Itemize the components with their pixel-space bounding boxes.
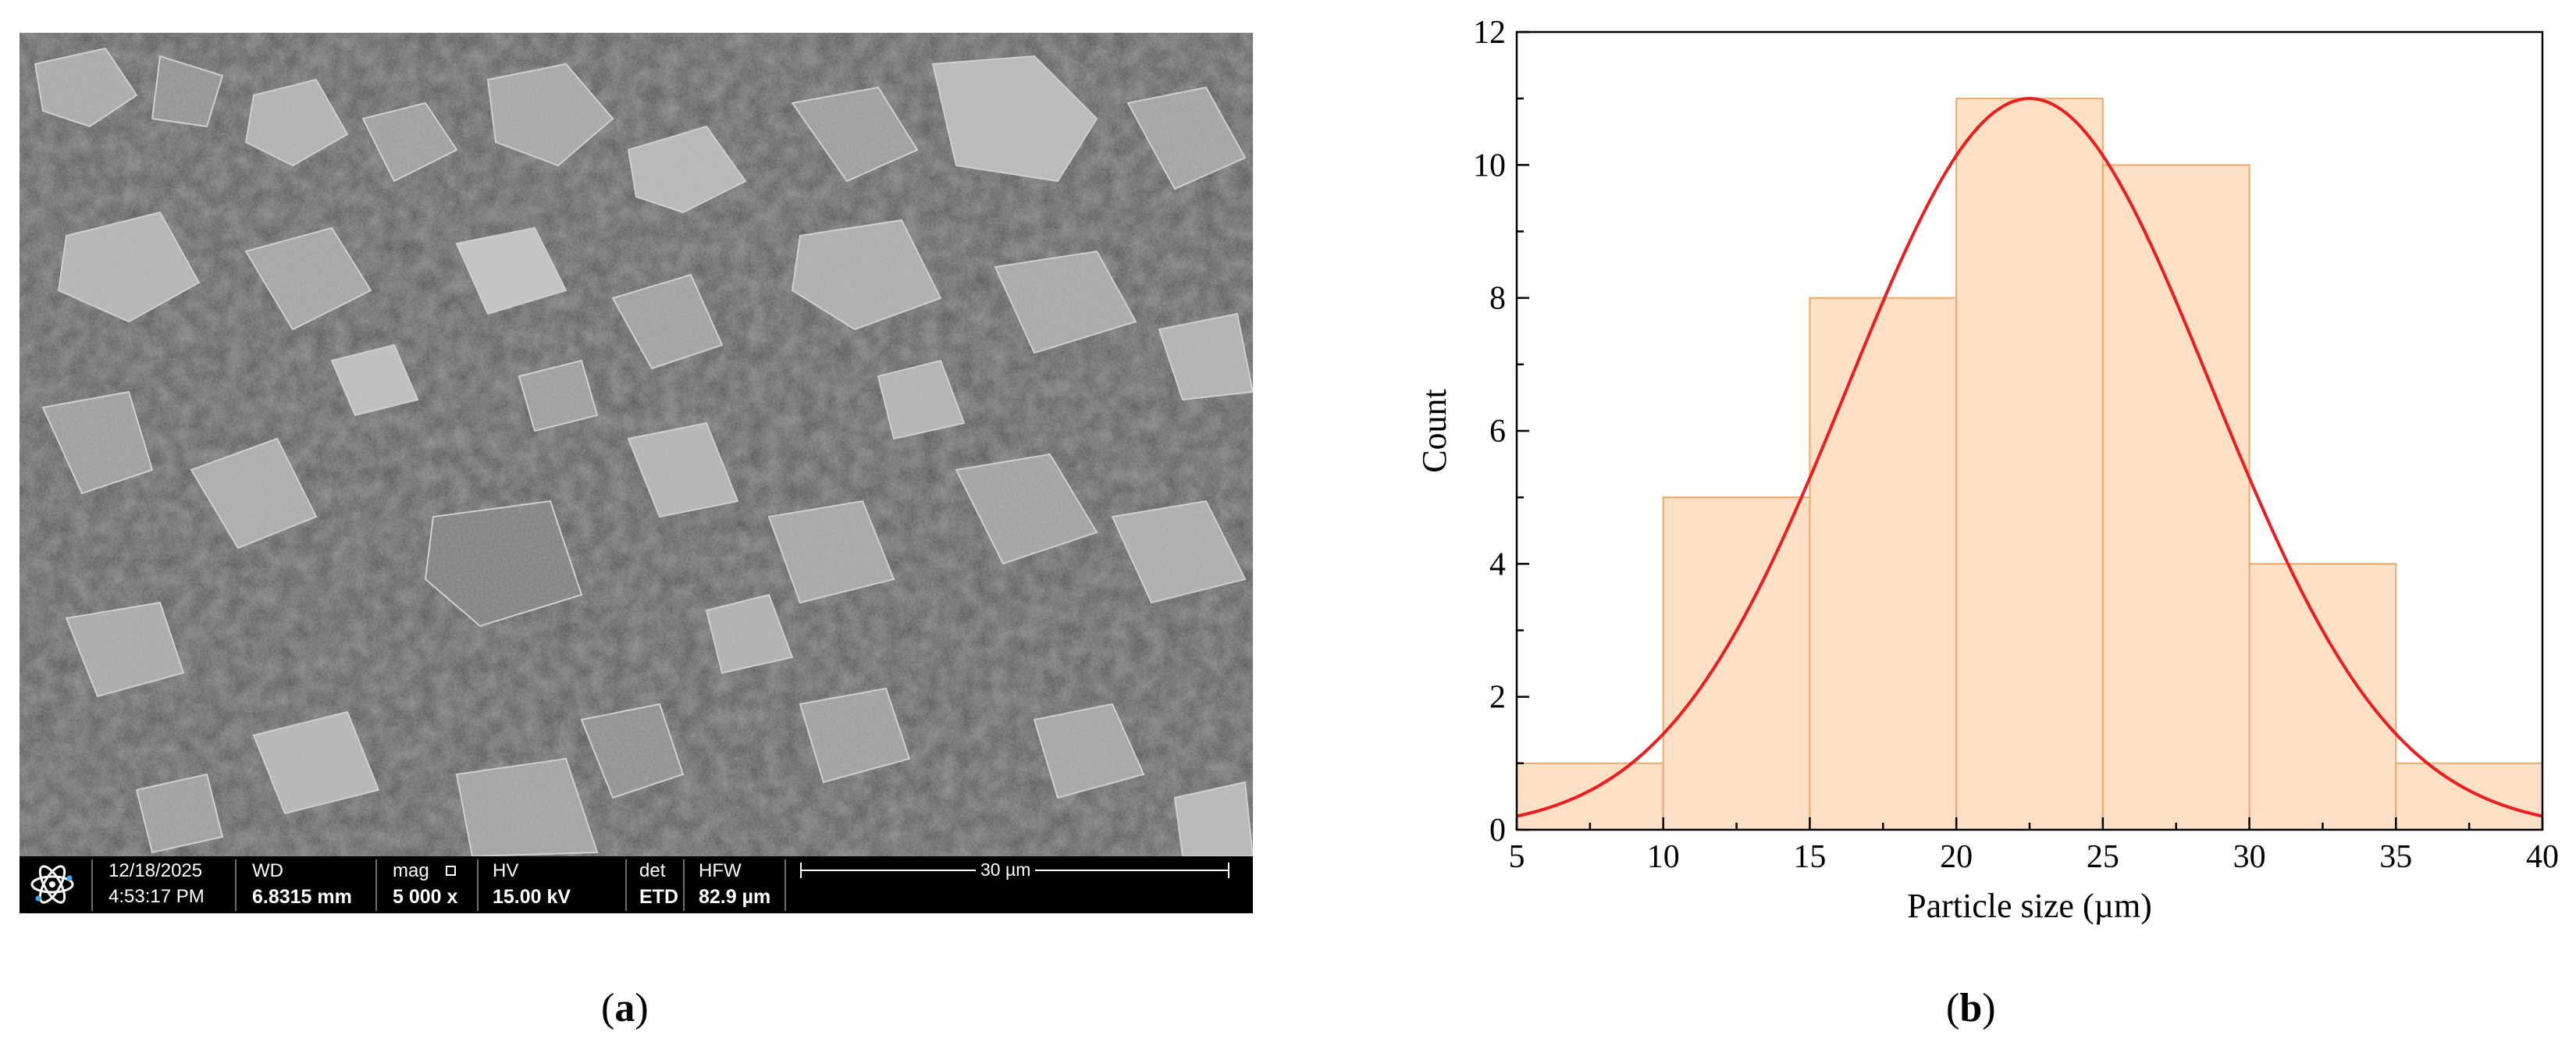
y-tick-label-1: 2	[1489, 680, 1506, 716]
y-tick-label-5: 10	[1473, 148, 1506, 183]
det-label: det	[639, 860, 666, 881]
scale-bar-label: 30 µm	[976, 859, 1036, 880]
sem-micrograph-image	[20, 33, 1253, 856]
x-tick-label-7: 40	[2526, 839, 2559, 875]
y-axis-title: Count	[1415, 389, 1453, 473]
y-tick-label-3: 6	[1489, 414, 1506, 450]
atom-icon	[29, 861, 76, 908]
acquisition-date: 12/18/2025	[109, 860, 203, 881]
mag-label: mag	[393, 860, 429, 881]
hv-label: HV	[493, 860, 519, 881]
histogram-bar-4	[2101, 164, 2250, 831]
normal-fit-curve	[1516, 97, 2543, 818]
histogram-bar-3	[1955, 98, 2104, 831]
wd-label: WD	[252, 860, 283, 881]
histogram-chart: 5 10 15 20 25 30 35 40 0 2 4 6 8 10 12 Particle size (…	[1415, 15, 2559, 925]
hv-value: 15.00 kV	[493, 886, 571, 908]
hfw-label: HFW	[699, 860, 742, 881]
hfw-value: 82.9 µm	[699, 886, 771, 908]
histogram-bar-1	[1662, 496, 1811, 831]
x-tick-label-2: 15	[1793, 839, 1826, 875]
y-tick-label-6: 12	[1473, 15, 1506, 51]
x-tick-label-0: 5	[1509, 839, 1525, 875]
x-tick-label-1: 10	[1647, 839, 1680, 875]
y-tick-label-2: 4	[1489, 546, 1506, 582]
x-tick-label-6: 35	[2379, 839, 2412, 875]
x-tick-label-4: 25	[2087, 839, 2119, 875]
histogram-bar-2	[1809, 297, 1958, 831]
caption-a-letter: a	[614, 986, 635, 1030]
y-tick-label-4: 8	[1489, 281, 1506, 317]
scale-bar: 30 µm	[800, 856, 1237, 913]
bars-layer	[1516, 98, 2544, 831]
histogram-bar-5	[2248, 563, 2397, 831]
acquisition-time: 4:53:17 PM	[109, 886, 205, 907]
x-tick-label-5: 30	[2233, 839, 2266, 875]
sem-micrograph-panel: 12/18/2025 4:53:17 PM WD 6.8315 mm mag 5…	[20, 33, 1253, 913]
mag-value: 5 000 x	[393, 886, 458, 908]
wd-value: 6.8315 mm	[252, 886, 352, 908]
x-axis-title: Particle size (µm)	[1907, 887, 2152, 925]
mag-square-icon	[446, 866, 456, 876]
x-tick-label-3: 20	[1940, 839, 1973, 875]
histogram-bar-6	[2395, 762, 2544, 831]
caption-b-letter: b	[1959, 986, 1983, 1030]
y-tick-label-0: 0	[1489, 813, 1506, 848]
histogram-bar-0	[1516, 762, 1664, 831]
caption-b: (b)	[1946, 986, 1996, 1030]
sem-databar: 12/18/2025 4:53:17 PM WD 6.8315 mm mag 5…	[20, 856, 1253, 913]
det-value: ETD	[639, 886, 678, 908]
caption-a: (a)	[601, 986, 649, 1030]
ticks-layer: 5 10 15 20 25 30 35 40 0 2 4 6 8 10 12	[1473, 15, 2559, 875]
